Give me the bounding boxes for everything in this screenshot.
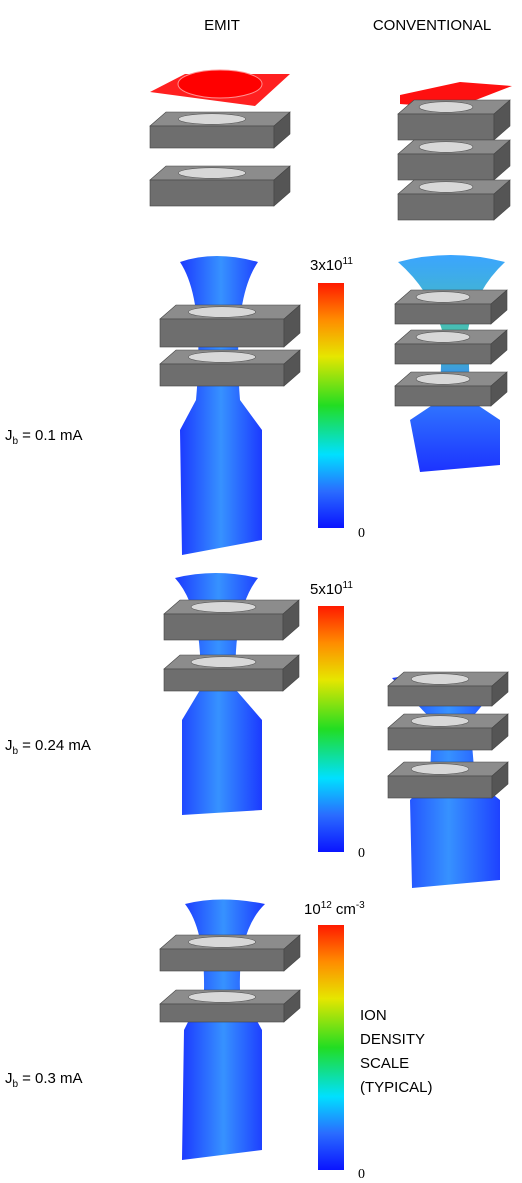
color-bar [318,925,344,1170]
plate-hole [419,102,473,113]
color-bar [318,283,344,528]
plate-front [160,319,284,347]
header-conventional: CONVENTIONAL [373,17,491,34]
plate-hole [416,374,470,385]
scale-max: 3x1011 [310,256,353,274]
plate-front [395,304,491,324]
value: = 0.3 mA [22,1070,82,1087]
scale-min: 0 [358,846,365,861]
subscript: b [13,436,19,447]
plate-hole [191,657,256,668]
beam-current: Jb= 0.24 mA [5,737,91,757]
unit: cm [336,901,356,918]
ion-plume [180,256,262,555]
plate-front [388,686,492,706]
unit-exponent: -3 [356,900,365,911]
plate-front [395,344,491,364]
scale-note: (TYPICAL) [360,1079,433,1096]
exponent: 12 [321,900,333,911]
scale-max: 5x1011 [310,580,353,598]
plate-front [160,364,284,386]
base: 10 [304,901,321,918]
plate-hole [419,182,473,193]
plate-front [388,776,492,798]
plate-front [395,386,491,406]
scale-note: SCALE [360,1055,409,1072]
plate-front [398,114,494,140]
scale-min: 0 [358,1167,365,1182]
plate-hole [178,168,245,179]
color-bar [318,606,344,852]
symbol: J [5,1070,13,1087]
base: 3x10 [310,257,343,274]
plate-hole [416,292,470,303]
renderings [150,70,512,1170]
plate-front [388,728,492,750]
exponent: 11 [343,580,354,591]
plate-front [160,1004,284,1022]
plate-front [150,180,274,206]
plate-hole [411,716,469,727]
symbol: J [5,427,13,444]
symbol: J [5,737,13,754]
plate-hole [419,142,473,153]
plate-hole [188,352,255,363]
subscript: b [13,1079,19,1090]
beam-current: Jb= 0.3 mA [5,1070,83,1090]
plate-front [150,126,274,148]
header-emit: EMIT [204,17,240,34]
exponent: 11 [343,256,354,267]
plate-hole [411,764,469,775]
figure: EMIT CONVENTIONAL Jb= 0.1 mA3x10110Jb= 0… [0,0,522,1183]
plate-hole [411,674,469,685]
plate-hole [191,602,256,613]
plate-front [164,614,283,640]
plate-front [398,194,494,220]
beam-current: Jb= 0.1 mA [5,427,83,447]
plate-hole [188,307,255,318]
emitter-dome [178,70,262,98]
scale-min: 0 [358,526,365,541]
scale-note: ION [360,1007,387,1024]
value: = 0.24 mA [22,737,91,754]
base: 5x10 [310,581,343,598]
plate-hole [416,332,470,343]
plate-hole [188,937,255,948]
plate-hole [188,992,255,1003]
value: = 0.1 mA [22,427,82,444]
plate-front [164,669,283,691]
plate-front [160,949,284,971]
subscript: b [13,746,19,757]
plate-hole [178,114,245,125]
scale-note: DENSITY [360,1031,425,1048]
plate-front [398,154,494,180]
